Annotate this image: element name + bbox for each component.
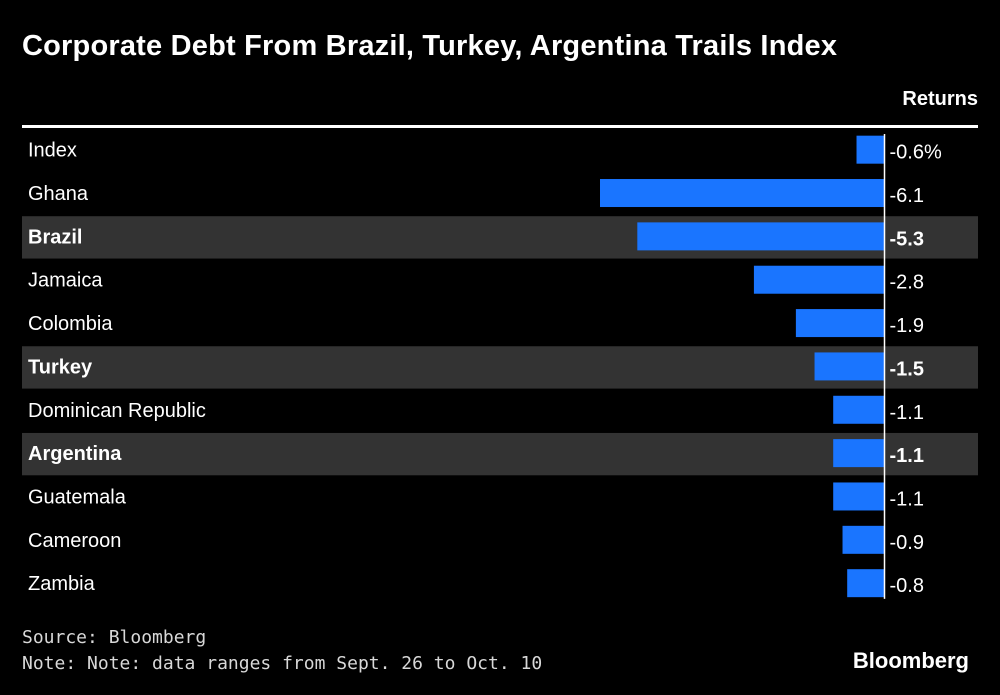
category-label: Index	[28, 140, 77, 162]
bloomberg-logo: Bloomberg	[852, 648, 969, 673]
bar	[600, 179, 885, 208]
value-label: -0.8	[890, 575, 924, 597]
bar	[795, 309, 885, 338]
value-label: -1.1	[890, 402, 924, 424]
value-label: -0.9	[890, 532, 924, 554]
bar	[637, 222, 885, 251]
category-label: Cameroon	[28, 530, 121, 552]
category-label: Turkey	[28, 356, 93, 378]
value-label: -5.3	[890, 228, 924, 250]
category-label: Jamaica	[28, 270, 103, 292]
returns-column-header: Returns	[902, 88, 978, 110]
value-label: -1.9	[890, 315, 924, 337]
bar	[753, 265, 885, 294]
bar	[833, 395, 885, 424]
bar	[833, 439, 885, 468]
chart-title: Corporate Debt From Brazil, Turkey, Arge…	[22, 30, 838, 62]
value-label: -1.1	[890, 445, 924, 467]
category-label: Argentina	[28, 443, 122, 465]
value-label: -1.1	[890, 488, 924, 510]
category-label: Dominican Republic	[28, 400, 206, 422]
category-label: Zambia	[28, 573, 96, 595]
footnote: Note: Note: data ranges from Sept. 26 to…	[22, 653, 543, 674]
value-label: -0.6%	[890, 142, 942, 164]
bar	[833, 482, 885, 511]
category-label: Guatemala	[28, 486, 127, 508]
category-label: Ghana	[28, 183, 89, 205]
value-label: -2.8	[890, 272, 924, 294]
source-note: Source: Bloomberg	[22, 627, 207, 648]
category-label: Colombia	[28, 313, 113, 335]
highlight-row-band	[22, 432, 978, 476]
category-label: Brazil	[28, 226, 82, 248]
value-label: -1.5	[890, 358, 924, 380]
header-rule	[22, 125, 978, 128]
bar	[856, 135, 885, 164]
bar	[814, 352, 885, 381]
bar	[847, 569, 885, 598]
value-label: -6.1	[890, 185, 924, 207]
bar	[842, 525, 885, 554]
